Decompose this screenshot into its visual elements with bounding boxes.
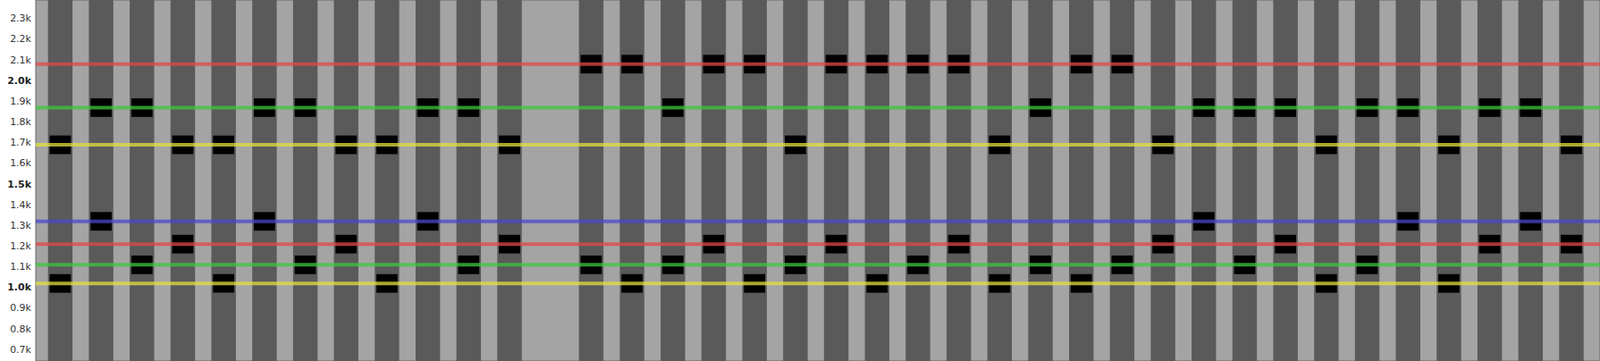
svg-text:2.1k: 2.1k: [9, 54, 32, 67]
svg-text:1.1k: 1.1k: [9, 261, 32, 273]
svg-text:1.3k: 1.3k: [9, 219, 32, 232]
svg-text:2.0k: 2.0k: [7, 75, 32, 87]
svg-text:2.3k: 2.3k: [9, 12, 32, 25]
svg-text:1.6k: 1.6k: [9, 157, 32, 169]
svg-text:1.5k: 1.5k: [7, 178, 32, 191]
svg-text:1.0k: 1.0k: [7, 281, 32, 294]
svg-text:0.9k: 0.9k: [9, 302, 32, 314]
svg-text:1.7k: 1.7k: [9, 136, 32, 149]
svg-text:0.8k: 0.8k: [9, 323, 32, 336]
svg-text:1.9k: 1.9k: [9, 95, 32, 108]
svg-text:1.8k: 1.8k: [9, 116, 32, 128]
svg-text:1.4k: 1.4k: [9, 199, 32, 211]
svg-text:1.2k: 1.2k: [9, 240, 32, 253]
svg-text:2.2k: 2.2k: [9, 33, 32, 45]
svg-text:0.7k: 0.7k: [9, 344, 32, 356]
